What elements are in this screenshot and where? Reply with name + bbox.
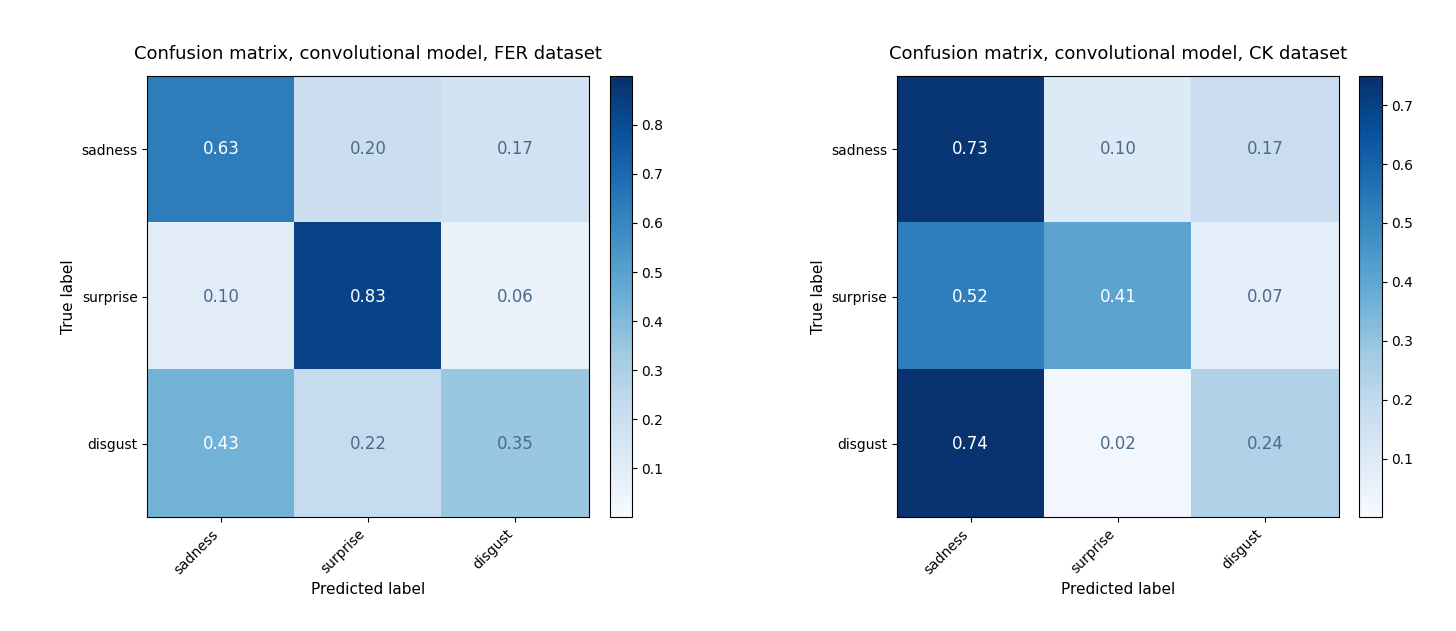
- Text: 0.41: 0.41: [1099, 288, 1136, 305]
- Text: 0.02: 0.02: [1099, 435, 1136, 453]
- Text: 0.52: 0.52: [952, 288, 989, 305]
- Text: 0.83: 0.83: [349, 288, 387, 305]
- Text: 0.06: 0.06: [496, 288, 534, 305]
- Title: Confusion matrix, convolutional model, CK dataset: Confusion matrix, convolutional model, C…: [888, 45, 1347, 63]
- Text: 0.17: 0.17: [1246, 140, 1284, 158]
- Text: 0.63: 0.63: [202, 140, 239, 158]
- X-axis label: Predicted label: Predicted label: [1061, 582, 1175, 598]
- Y-axis label: True label: True label: [61, 259, 76, 334]
- Text: 0.20: 0.20: [349, 140, 387, 158]
- Text: 0.17: 0.17: [496, 140, 534, 158]
- Text: 0.07: 0.07: [1246, 288, 1284, 305]
- Text: 0.24: 0.24: [1246, 435, 1284, 453]
- Text: 0.35: 0.35: [496, 435, 534, 453]
- X-axis label: Predicted label: Predicted label: [312, 582, 425, 598]
- Text: 0.43: 0.43: [202, 435, 239, 453]
- Text: 0.10: 0.10: [1099, 140, 1136, 158]
- Text: 0.74: 0.74: [952, 435, 989, 453]
- Title: Confusion matrix, convolutional model, FER dataset: Confusion matrix, convolutional model, F…: [134, 45, 603, 63]
- Y-axis label: True label: True label: [811, 259, 826, 334]
- Text: 0.73: 0.73: [952, 140, 989, 158]
- Text: 0.22: 0.22: [349, 435, 387, 453]
- Text: 0.10: 0.10: [202, 288, 239, 305]
